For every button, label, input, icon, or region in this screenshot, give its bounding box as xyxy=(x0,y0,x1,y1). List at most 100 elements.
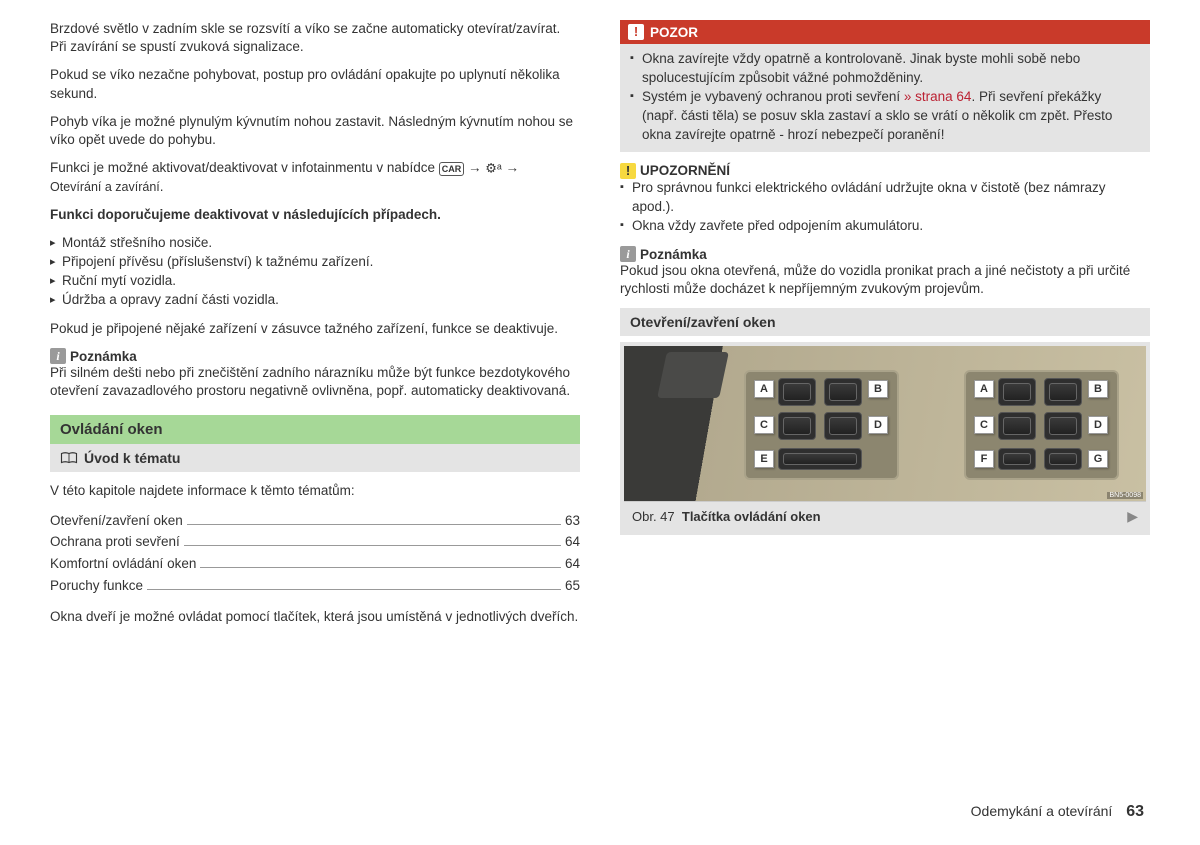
label-marker: A xyxy=(754,380,774,398)
mirror-shape xyxy=(657,352,729,398)
toc-page: 65 xyxy=(565,575,580,597)
figure-caption: Obr. 47 Tlačítka ovládání oken ▶ xyxy=(624,501,1146,531)
paragraph: Pohyb víka je možné plynulým kývnutím no… xyxy=(50,113,580,149)
paragraph: Pokud je připojené nějaké zařízení v zás… xyxy=(50,320,580,338)
toc-leader xyxy=(200,567,561,568)
toc: Otevření/zavření oken 63 Ochrana proti se… xyxy=(50,510,580,596)
deactivate-title: Funkci doporučujeme deaktivovat v násled… xyxy=(50,206,580,224)
toc-leader xyxy=(147,589,561,590)
exclamation-icon: ! xyxy=(628,24,644,40)
footer-section: Odemykání a otevírání xyxy=(971,803,1113,819)
right-column: ! POZOR Okna zavírejte vždy opatrně a ko… xyxy=(620,20,1150,636)
toc-label: Otevření/zavření oken xyxy=(50,510,183,532)
info-icon: i xyxy=(50,348,66,364)
paragraph: Pokud se víko nezačne pohybovat, postup … xyxy=(50,66,580,102)
window-control-panel-right: A B C D F G xyxy=(964,370,1119,480)
book-icon xyxy=(60,451,78,465)
label-marker: C xyxy=(974,416,994,434)
caution-block: ! UPOZORNĚNÍ Pro správnou funkci elektric… xyxy=(620,162,1150,235)
toc-page: 64 xyxy=(565,553,580,575)
figure-number: Obr. 47 xyxy=(632,509,675,524)
window-lock-button xyxy=(998,448,1036,470)
note-block: i Poznámka Při silném dešti nebo při zneč… xyxy=(50,348,580,401)
subsection-header: Úvod k tématu xyxy=(50,444,580,472)
text: Systém je vybavený ochranou proti sevřen… xyxy=(642,89,904,104)
label-marker: A xyxy=(974,380,994,398)
page-number: 63 xyxy=(1126,803,1144,820)
label-marker: D xyxy=(868,416,888,434)
note-block: i Poznámka Pokud jsou okna otevřená, může… xyxy=(620,246,1150,299)
toc-leader xyxy=(184,545,561,546)
list-item: Připojení přívěsu (příslušenství) k tažn… xyxy=(50,253,580,272)
label-marker: F xyxy=(974,450,994,468)
window-button xyxy=(998,378,1036,406)
paragraph: Okna dveří je možné ovládat pomocí tlačí… xyxy=(50,608,580,626)
toc-row: Komfortní ovládání oken 64 xyxy=(50,553,580,575)
toc-page: 63 xyxy=(565,510,580,532)
toc-page: 64 xyxy=(565,531,580,553)
figure: A B C D E A B C D xyxy=(620,342,1150,535)
note-title: Poznámka xyxy=(70,349,137,364)
label-marker: B xyxy=(868,380,888,398)
figure-title: Tlačítka ovládání oken xyxy=(682,509,821,524)
note-text: Při silném dešti nebo při znečištění zad… xyxy=(50,364,580,400)
toc-label: Poruchy funkce xyxy=(50,575,143,597)
toc-label: Ochrana proti sevření xyxy=(50,531,180,553)
window-button xyxy=(778,378,816,406)
toc-leader xyxy=(187,524,561,525)
window-lock-button xyxy=(1044,448,1082,470)
warning-body: Okna zavírejte vždy opatrně a kontrolova… xyxy=(620,44,1150,152)
info-icon: i xyxy=(620,246,636,262)
window-button xyxy=(998,412,1036,440)
page-footer: Odemykání a otevírání 63 xyxy=(971,803,1144,821)
label-marker: G xyxy=(1088,450,1108,468)
note-title: Poznámka xyxy=(640,247,707,262)
label-marker: D xyxy=(1088,416,1108,434)
label-marker: B xyxy=(1088,380,1108,398)
window-control-panel-left: A B C D E xyxy=(744,370,899,480)
list-item: Ruční mytí vozidla. xyxy=(50,272,580,291)
text: → xyxy=(464,160,485,175)
warning-box: ! POZOR Okna zavírejte vždy opatrně a ko… xyxy=(620,20,1150,152)
figure-image: A B C D E A B C D xyxy=(624,346,1146,501)
left-column: Brzdové světlo v zadním skle se rozsvítí… xyxy=(50,20,580,636)
toc-intro: V této kapitole najdete informace k těmt… xyxy=(50,482,580,500)
caution-icon: ! xyxy=(620,163,636,179)
text: → xyxy=(502,160,519,175)
section-header: Ovládání oken xyxy=(50,415,580,444)
toc-label: Komfortní ovládání oken xyxy=(50,553,196,575)
toc-row: Otevření/zavření oken 63 xyxy=(50,510,580,532)
paragraph: Funkci je možné aktivovat/deaktivovat v … xyxy=(50,159,580,195)
window-lock-button xyxy=(778,448,862,470)
list-item: Údržba a opravy zadní části vozidla. xyxy=(50,291,580,310)
toc-row: Ochrana proti sevření 64 xyxy=(50,531,580,553)
window-button xyxy=(824,412,862,440)
window-button xyxy=(1044,412,1082,440)
deactivate-list: Montáž střešního nosiče. Připojení přívě… xyxy=(50,234,580,310)
warning-title: POZOR xyxy=(650,25,698,40)
paragraph: Brzdové světlo v zadním skle se rozsvítí… xyxy=(50,20,580,56)
label-marker: E xyxy=(754,450,774,468)
toc-row: Poruchy funkce 65 xyxy=(50,575,580,597)
caption-text: Obr. 47 Tlačítka ovládání oken xyxy=(632,509,821,524)
page-reference: » strana 64 xyxy=(904,89,972,104)
car-icon: CAR xyxy=(439,162,465,176)
subsection-header: Otevření/zavření oken xyxy=(620,308,1150,336)
bullet-item: Systém je vybavený ochranou proti sevřen… xyxy=(630,88,1140,145)
caution-title: UPOZORNĚNÍ xyxy=(640,163,730,178)
image-id: BN5-0098 xyxy=(1107,492,1143,499)
list-item: Montáž střešního nosiče. xyxy=(50,234,580,253)
text: Funkci je možné aktivovat/deaktivovat v … xyxy=(50,160,439,175)
text: Otevírání a zavírání xyxy=(50,180,160,194)
label-marker: C xyxy=(754,416,774,434)
gear-icon: ⚙ᵃ xyxy=(485,161,502,176)
bullet-item: Okna zavírejte vždy opatrně a kontrolova… xyxy=(630,50,1140,88)
subsection-title: Úvod k tématu xyxy=(84,450,180,466)
continue-arrow-icon: ▶ xyxy=(1127,508,1138,525)
window-button xyxy=(1044,378,1082,406)
bullet-item: Pro správnou funkci elektrického ovládán… xyxy=(620,179,1150,217)
warning-header: ! POZOR xyxy=(620,20,1150,44)
window-button xyxy=(824,378,862,406)
note-text: Pokud jsou okna otevřená, může do vozidl… xyxy=(620,262,1150,298)
bullet-item: Okna vždy zavřete před odpojením akumulá… xyxy=(620,217,1150,236)
